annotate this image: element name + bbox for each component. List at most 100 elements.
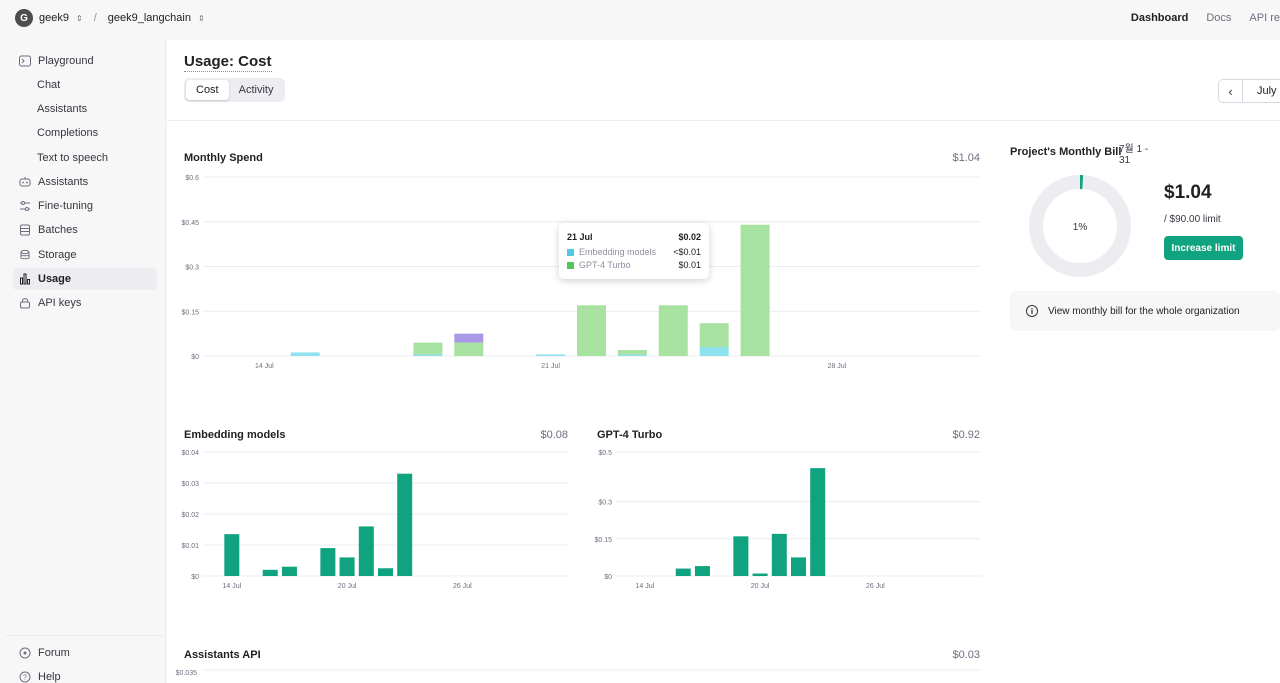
- tab-activity[interactable]: Activity: [238, 84, 274, 96]
- donut-progress: [1029, 175, 1131, 277]
- bar: [339, 557, 355, 576]
- sidebar-item-playground[interactable]: Playground: [13, 50, 157, 72]
- y-tick-label: $0.035: [176, 670, 198, 677]
- sidebar-item-usage[interactable]: Usage: [13, 268, 157, 290]
- monthly-spend-title: Monthly Spend: [184, 152, 263, 164]
- x-tick-label: 14 Jul: [635, 583, 654, 590]
- x-tick-label: 14 Jul: [255, 363, 274, 370]
- y-tick-label: $0: [191, 574, 199, 581]
- legend-swatch: [567, 248, 574, 256]
- bar: [675, 568, 691, 576]
- bar: [810, 468, 826, 576]
- sidebar-item-storage[interactable]: Storage: [13, 244, 157, 266]
- sidebar-item-assistants-playground[interactable]: Assistants: [13, 98, 157, 120]
- y-tick-label: $0.5: [598, 450, 612, 457]
- bill-donut: 1%: [1029, 175, 1131, 277]
- bar: [658, 305, 688, 356]
- month-label[interactable]: July: [1257, 85, 1277, 97]
- bar: [699, 323, 729, 348]
- sidebar-item-label: Text to speech: [37, 152, 108, 164]
- tooltip-series-name: Embedding models: [579, 246, 657, 257]
- bar: [224, 534, 240, 576]
- sidebar-bottom: Forum ? Help: [5, 635, 166, 683]
- bar: [320, 548, 336, 576]
- x-tick-label: 21 Jul: [541, 363, 560, 370]
- org-bill-label: View monthly bill for the whole organiza…: [1048, 305, 1240, 317]
- sidebar-item-batches[interactable]: Batches: [13, 219, 157, 241]
- bar: [699, 347, 729, 356]
- page-title: Usage: Cost: [184, 53, 272, 72]
- nav-api-reference[interactable]: API re: [1249, 12, 1280, 24]
- sidebar-item-text-to-speech[interactable]: Text to speech: [13, 147, 157, 169]
- top-bar: G geek9 ⇕ / geek9_langchain ⇕ Dashboard …: [0, 0, 1280, 38]
- embedding-chart: $0 $0.01 $0.02 $0.03 $0.04 14 Jul 20 Jul 26 Jul: [181, 450, 568, 590]
- bill-amount: $1.04: [1164, 182, 1212, 203]
- y-tick-label: $0.01: [181, 543, 199, 550]
- x-tick-label: 26 Jul: [866, 583, 885, 590]
- sidebar-item-api-keys[interactable]: API keys: [13, 292, 157, 314]
- y-tick-label: $0.04: [181, 450, 199, 457]
- y-tick-label: $0.15: [181, 309, 199, 316]
- y-tick-label: $0.15: [594, 537, 612, 544]
- assistants-chart-total: $0.03: [952, 649, 980, 661]
- bar: [617, 350, 647, 355]
- nav-dashboard[interactable]: Dashboard: [1130, 12, 1189, 24]
- increase-limit-button[interactable]: Increase limit: [1164, 236, 1243, 260]
- monthly-spend-chart: $0 $0.15 $0.3 $0.45 $0.6 14 Jul 21 Jul 28 Jul: [181, 175, 980, 370]
- chevron-left-icon[interactable]: ‹: [1219, 80, 1243, 102]
- assistants-chart-title: Assistants API: [184, 649, 261, 661]
- sidebar-item-label: Playground: [38, 55, 94, 67]
- sidebar-item-label: Usage: [38, 273, 72, 285]
- project-name[interactable]: geek9_langchain: [107, 12, 191, 24]
- bar: [397, 473, 413, 576]
- divider: [167, 120, 1280, 121]
- sidebar-item-label: Forum: [38, 647, 70, 659]
- bar: [791, 557, 806, 576]
- bar: [694, 566, 710, 576]
- bar: [358, 526, 374, 576]
- layers-icon: [19, 224, 31, 236]
- x-tick-label: 26 Jul: [453, 583, 472, 590]
- month-picker: ‹ July: [1218, 79, 1280, 103]
- legend-swatch: [567, 261, 574, 269]
- tab-cost[interactable]: Cost: [186, 80, 229, 100]
- sidebar-item-label: Storage: [38, 249, 77, 261]
- chevron-up-down-icon[interactable]: ⇕: [197, 13, 205, 23]
- org-bill-link[interactable]: i View monthly bill for the whole organi…: [1010, 291, 1280, 331]
- bar: [454, 333, 484, 343]
- org-name[interactable]: geek9: [39, 12, 69, 24]
- lock-icon: [19, 297, 31, 309]
- y-tick-label: $0: [604, 574, 612, 581]
- bar: [536, 354, 566, 356]
- sidebar-item-help[interactable]: ? Help: [13, 666, 157, 683]
- sidebar-item-chat[interactable]: Chat: [13, 74, 157, 96]
- y-tick-label: $0.03: [181, 481, 199, 488]
- bar: [577, 305, 606, 356]
- bill-limit: / $90.00 limit: [1164, 214, 1221, 225]
- sidebar-item-fine-tuning[interactable]: Fine-tuning: [13, 195, 157, 217]
- x-tick-label: 20 Jul: [751, 583, 770, 590]
- sidebar-item-label: Assistants: [38, 176, 89, 188]
- org-switcher[interactable]: G geek9 ⇕ / geek9_langchain ⇕: [15, 9, 205, 27]
- robot-icon: [19, 176, 31, 188]
- bar: [378, 568, 393, 576]
- sidebar-item-assistants[interactable]: Assistants: [13, 171, 157, 193]
- tooltip-date: 21 Jul: [567, 231, 593, 242]
- sidebar-item-forum[interactable]: Forum: [13, 642, 157, 664]
- sidebar-item-label: Fine-tuning: [38, 200, 94, 212]
- embedding-chart-total: $0.08: [540, 429, 568, 441]
- assistants-chart: $0.035: [176, 669, 980, 677]
- bar: [290, 352, 320, 356]
- chevron-up-down-icon[interactable]: ⇕: [75, 13, 83, 23]
- sidebar-item-completions[interactable]: Completions: [13, 122, 157, 144]
- tooltip-total: $0.02: [678, 231, 701, 242]
- bar: [617, 354, 647, 356]
- chart-icon: [19, 273, 31, 285]
- database-icon: [19, 249, 31, 261]
- nav-docs[interactable]: Docs: [1206, 12, 1232, 24]
- donut-percent-label: 1%: [1073, 222, 1088, 233]
- sidebar-item-label: API keys: [38, 297, 82, 309]
- bar: [740, 224, 770, 356]
- sidebar: Playground Chat Assistants Completions T…: [5, 40, 166, 683]
- monthly-spend-total: $1.04: [952, 152, 980, 164]
